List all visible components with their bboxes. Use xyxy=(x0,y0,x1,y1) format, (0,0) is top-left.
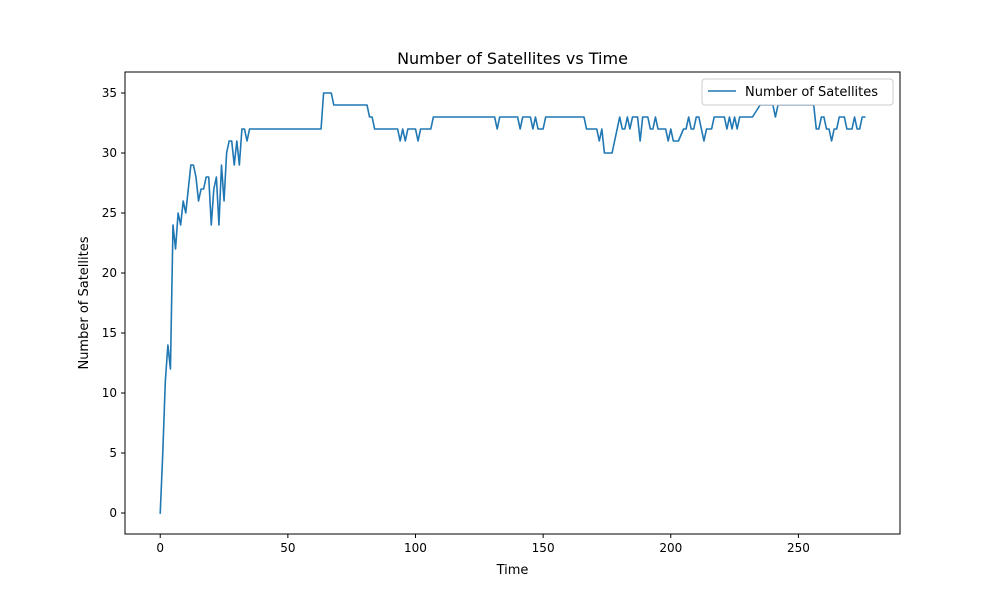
series-layer xyxy=(159,92,866,514)
x-tick-label: 250 xyxy=(787,541,810,555)
y-tick-label: 25 xyxy=(102,206,117,220)
y-tick-label: 0 xyxy=(109,506,117,520)
y-axis-label: Number of Satellites xyxy=(77,236,92,369)
x-axis-label: Time xyxy=(496,563,529,578)
x-tick-label: 100 xyxy=(404,541,427,555)
y-tick-label: 30 xyxy=(102,146,117,160)
y-tick-label: 15 xyxy=(102,326,117,340)
plot-frame xyxy=(124,71,901,535)
y-tick-label: 35 xyxy=(102,86,117,100)
plot-area xyxy=(125,72,900,534)
chart-title: Number of Satellites vs Time xyxy=(397,49,628,68)
legend-box xyxy=(701,78,894,106)
y-tick-label: 5 xyxy=(109,446,117,460)
y-axis-ticks: 0 5 10 15 20 25 30 35 xyxy=(102,86,125,520)
y-tick-label: 20 xyxy=(102,266,117,280)
x-axis-ticks: 0 50 100 150 200 250 xyxy=(156,534,810,555)
x-tick-label: 50 xyxy=(280,541,295,555)
legend: Number of Satellites xyxy=(701,78,894,106)
x-tick-label: 200 xyxy=(659,541,682,555)
x-tick-label: 150 xyxy=(532,541,555,555)
y-tick-label: 10 xyxy=(102,386,117,400)
series-line-number-of-satellites xyxy=(159,92,866,514)
legend-entry-label: Number of Satellites xyxy=(745,85,878,100)
x-tick-label: 0 xyxy=(156,541,164,555)
